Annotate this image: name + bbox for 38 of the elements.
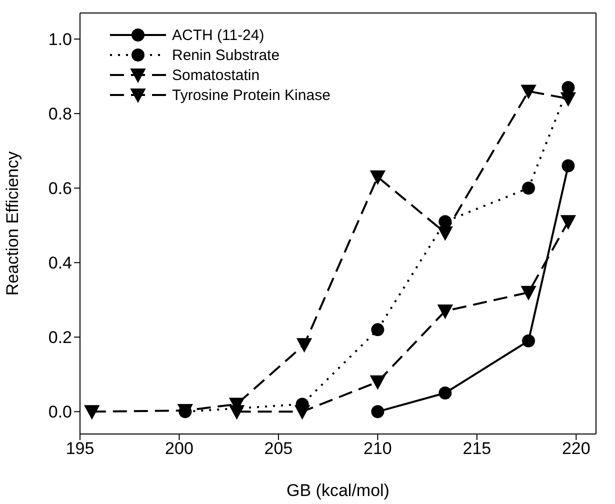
point	[438, 386, 452, 400]
point	[560, 92, 576, 106]
y-tick-label: 0.0	[48, 402, 72, 422]
point	[84, 405, 100, 420]
x-tick-label: 195	[66, 439, 94, 458]
x-axis-title: GB (kcal/mol)	[286, 481, 390, 500]
y-tick-label: 0.8	[48, 104, 72, 124]
point	[560, 215, 576, 230]
point	[294, 405, 310, 420]
legend-label: Tyrosine Protein Kinase	[172, 86, 330, 104]
point	[370, 170, 386, 184]
x-tick-label: 200	[165, 439, 194, 458]
point	[522, 334, 536, 348]
y-tick-label: 0.2	[48, 328, 72, 348]
point	[296, 338, 312, 352]
x-tick-label: 205	[264, 439, 293, 458]
point	[229, 405, 244, 420]
point	[438, 215, 452, 228]
point	[371, 323, 384, 336]
x-tick-label: 215	[462, 439, 492, 458]
x-tick-label: 210	[364, 439, 392, 458]
point	[370, 375, 386, 390]
legend-label: Renin Substrate	[172, 46, 280, 64]
y-tick-label: 1.0	[48, 30, 72, 50]
y-tick-label: 0.6	[48, 179, 72, 198]
point	[521, 84, 536, 99]
x-tick-label: 220	[562, 439, 590, 458]
point	[438, 226, 453, 240]
point	[562, 81, 575, 94]
point	[438, 304, 453, 319]
y-axis-title: Reaction Efficiency	[3, 150, 22, 296]
legend-label: Somatostatin	[172, 66, 260, 84]
point	[522, 182, 536, 195]
legend-label: ACTH (11-24)	[172, 26, 264, 44]
point	[521, 286, 536, 300]
point	[562, 159, 575, 172]
y-tick-label: 0.4	[48, 254, 72, 273]
point	[371, 405, 384, 418]
